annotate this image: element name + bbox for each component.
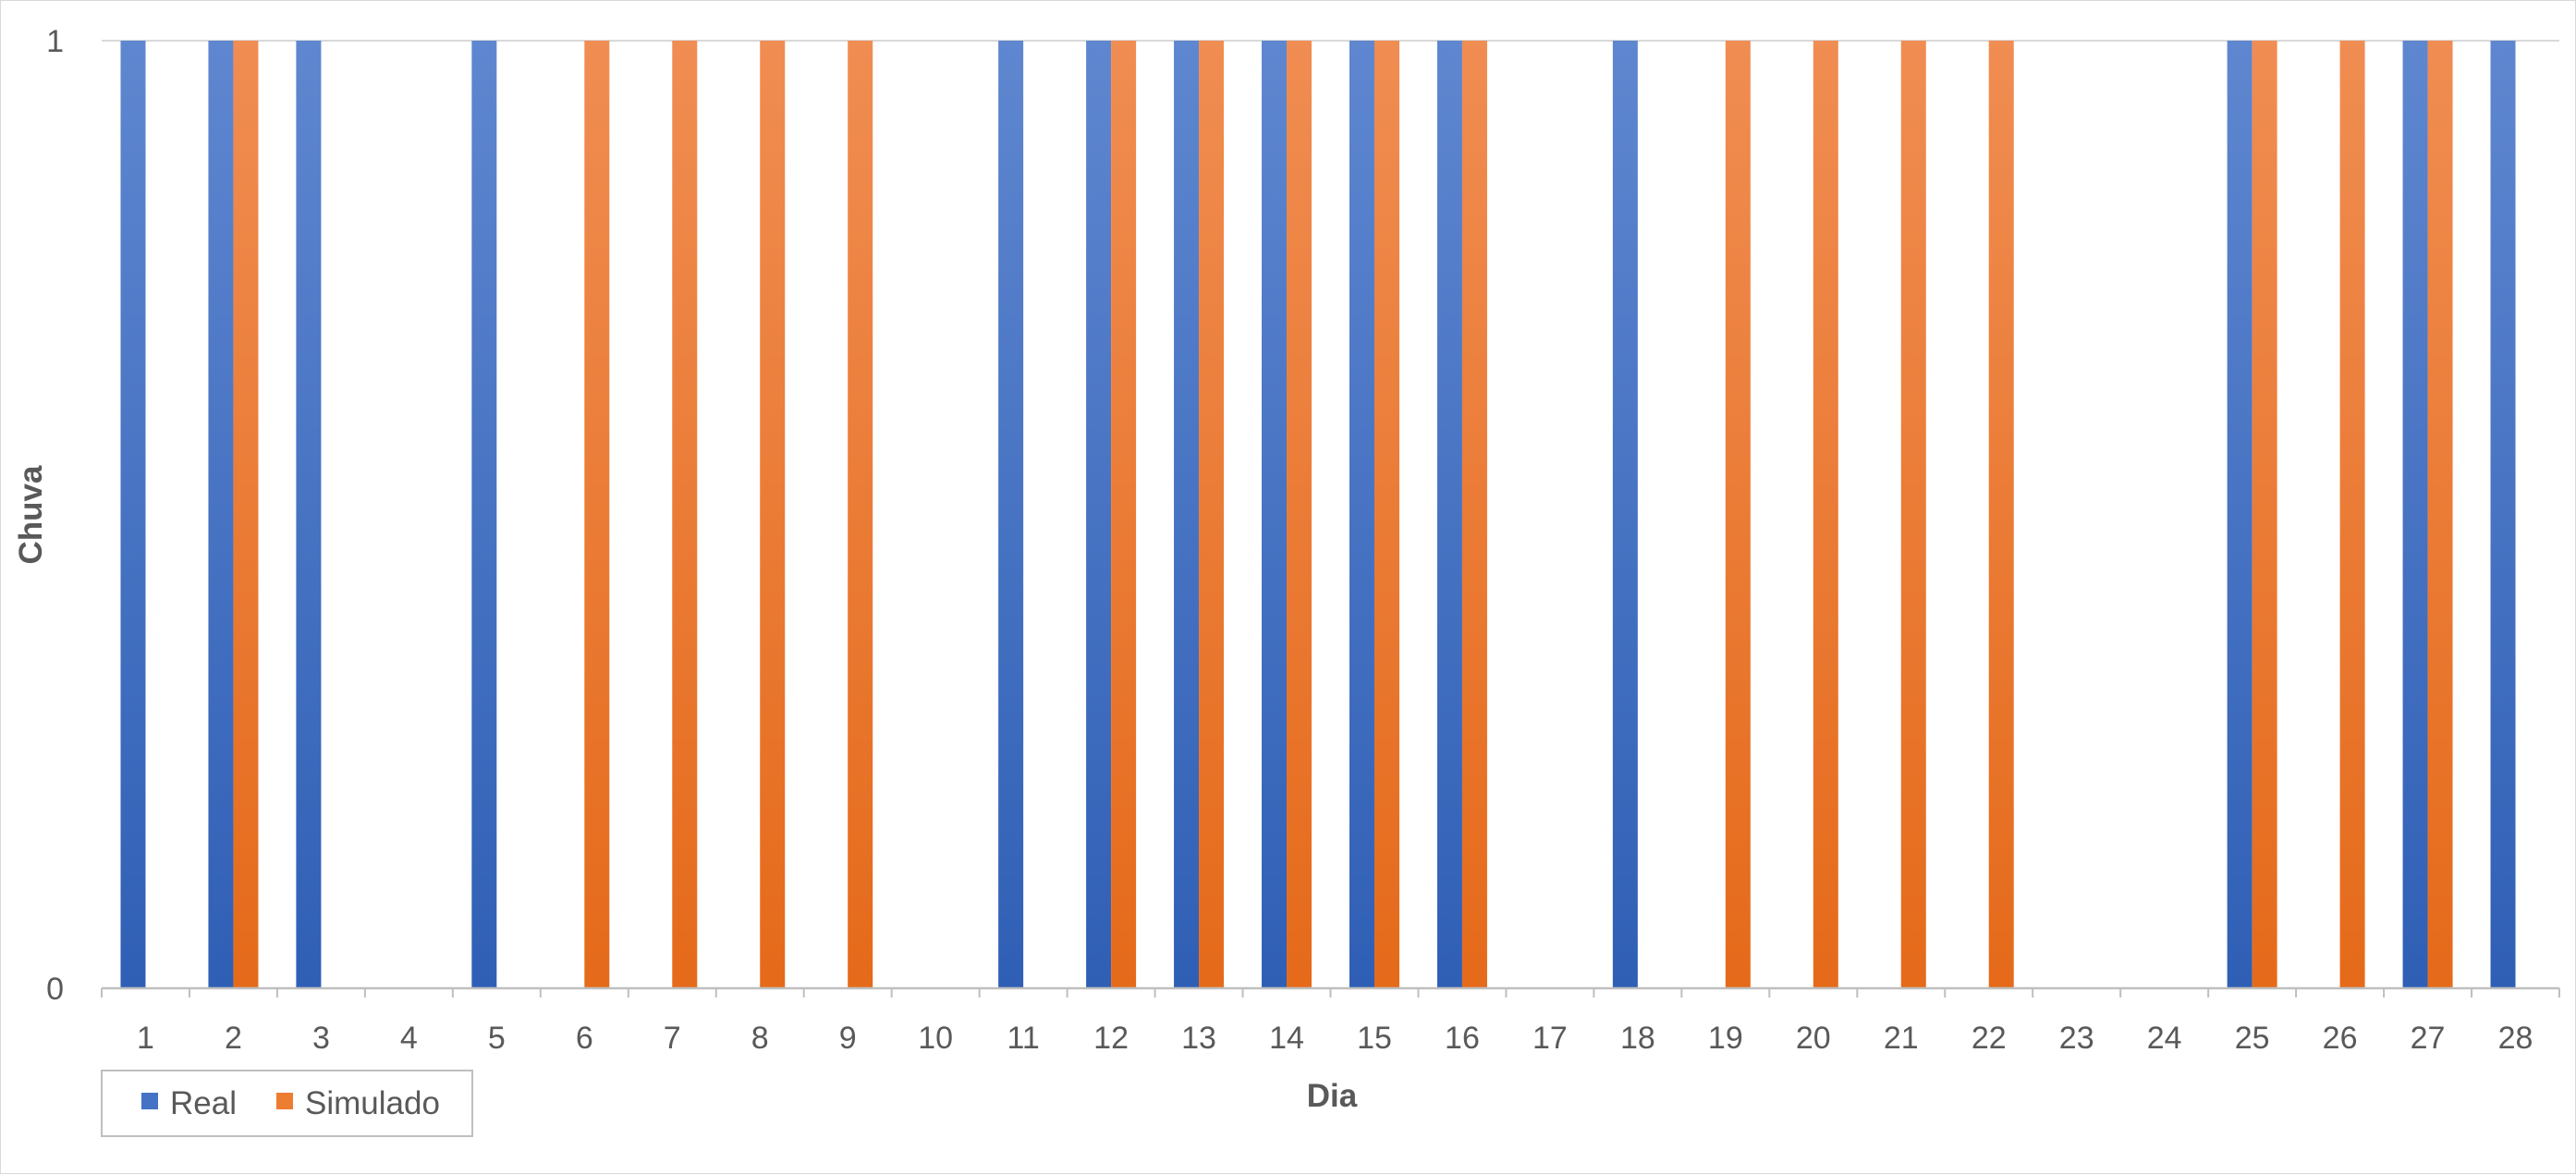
bar-simulado bbox=[1988, 41, 2014, 988]
bar-real bbox=[1262, 41, 1288, 988]
x-tick-label: 16 bbox=[1445, 1021, 1480, 1056]
x-tick-label: 6 bbox=[576, 1021, 593, 1056]
bar-simulado bbox=[1461, 41, 1487, 988]
bar-simulado bbox=[1199, 41, 1225, 988]
bar-simulado bbox=[1111, 41, 1137, 988]
bar-real bbox=[120, 41, 146, 988]
bar-real bbox=[2402, 41, 2428, 988]
bar-real bbox=[208, 41, 234, 988]
x-tick-label: 4 bbox=[400, 1021, 418, 1056]
bar-simulado bbox=[1373, 41, 1399, 988]
bar-simulado bbox=[2339, 41, 2365, 988]
y-tick-label: 1 bbox=[46, 24, 64, 59]
bar-simulado bbox=[2427, 41, 2453, 988]
x-tick-label: 21 bbox=[1884, 1021, 1919, 1056]
x-tick-label: 14 bbox=[1269, 1021, 1304, 1056]
legend-swatch-real bbox=[141, 1093, 158, 1109]
x-axis-title: Dia bbox=[1307, 1078, 1358, 1114]
x-tick-label: 18 bbox=[1620, 1021, 1655, 1056]
legend-label-simulado: Simulado bbox=[305, 1085, 440, 1121]
bar-real bbox=[296, 41, 322, 988]
x-tick-label: 15 bbox=[1357, 1021, 1392, 1056]
bar-simulado bbox=[1725, 41, 1751, 988]
bar-real bbox=[998, 41, 1024, 988]
x-tick-label: 28 bbox=[2498, 1021, 2533, 1056]
bar-real bbox=[1436, 41, 1462, 988]
x-tick-label: 2 bbox=[225, 1021, 242, 1056]
bars bbox=[120, 41, 2516, 988]
x-tick-label: 7 bbox=[664, 1021, 681, 1056]
bar-simulado bbox=[848, 41, 873, 988]
y-tick-label: 0 bbox=[46, 972, 64, 1007]
bar-simulado bbox=[233, 41, 259, 988]
bar-simulado bbox=[1813, 41, 1838, 988]
bar-simulado bbox=[1287, 41, 1312, 988]
y-axis-title: Chuva bbox=[13, 465, 49, 565]
x-tick-label: 20 bbox=[1796, 1021, 1831, 1056]
x-tick-label: 22 bbox=[1972, 1021, 2007, 1056]
x-axis bbox=[101, 986, 2560, 998]
bar-simulado bbox=[2252, 41, 2277, 988]
legend-swatch-simulado bbox=[276, 1093, 293, 1109]
x-tick-label: 9 bbox=[839, 1021, 857, 1056]
x-tick-label: 23 bbox=[2059, 1021, 2094, 1056]
x-tick-label: 10 bbox=[918, 1021, 953, 1056]
x-tick-label: 26 bbox=[2323, 1021, 2358, 1056]
bar-real bbox=[2490, 41, 2516, 988]
bar-real bbox=[471, 41, 497, 988]
x-tick-label: 12 bbox=[1093, 1021, 1129, 1056]
legend-label-real: Real bbox=[170, 1085, 237, 1121]
x-tick-label: 19 bbox=[1708, 1021, 1743, 1056]
bar-simulado bbox=[584, 41, 610, 988]
x-tick-label: 27 bbox=[2411, 1021, 2446, 1056]
bar-real bbox=[1174, 41, 1200, 988]
bar-real bbox=[1612, 41, 1638, 988]
x-tick-label: 25 bbox=[2235, 1021, 2270, 1056]
bar-simulado bbox=[760, 41, 786, 988]
bar-real bbox=[1349, 41, 1374, 988]
x-tick-label: 11 bbox=[1007, 1021, 1039, 1056]
x-tick-label: 8 bbox=[751, 1021, 769, 1056]
bar-simulado bbox=[672, 41, 698, 988]
x-tick-label: 24 bbox=[2147, 1021, 2182, 1056]
bar-simulado bbox=[1900, 41, 1926, 988]
x-tick-label: 5 bbox=[488, 1021, 506, 1056]
bar-real bbox=[1086, 41, 1112, 988]
x-tick-label: 13 bbox=[1181, 1021, 1216, 1056]
tick-labels: 011 2 3 4 5 6 7 8 9 10 11 12 13 14 15 16 17 18 19 20 21 22 23 2… bbox=[46, 24, 2533, 1056]
legend-box bbox=[101, 1070, 473, 1137]
x-tick-label: 1 bbox=[137, 1021, 154, 1056]
x-tick-label: 3 bbox=[312, 1021, 330, 1056]
bar-real bbox=[2227, 41, 2252, 988]
legend: Real Simulado bbox=[101, 1070, 473, 1137]
x-tick-label: 17 bbox=[1532, 1021, 1568, 1056]
